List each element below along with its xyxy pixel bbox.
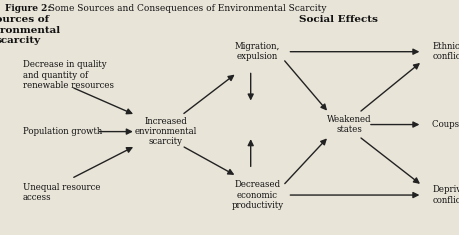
Text: Sources of
environmental
scarcity: Sources of environmental scarcity	[0, 15, 60, 45]
Text: Figure 2:: Figure 2:	[5, 4, 50, 12]
Text: Unequal resource
access: Unequal resource access	[23, 183, 100, 202]
Text: Coups d’etat: Coups d’etat	[431, 120, 459, 129]
Text: Increased
environmental
scarcity: Increased environmental scarcity	[134, 117, 196, 146]
Text: Social Effects: Social Effects	[298, 15, 377, 24]
Text: Deprivation
conflicts: Deprivation conflicts	[431, 185, 459, 205]
Text: Weakened
states: Weakened states	[326, 115, 371, 134]
Text: Population growth: Population growth	[23, 127, 102, 136]
Text: Decrease in quality
and quantity of
renewable resources: Decrease in quality and quantity of rene…	[23, 60, 114, 90]
Text: Migration,
expulsion: Migration, expulsion	[235, 42, 280, 61]
Text: Decreased
economic
productivity: Decreased economic productivity	[231, 180, 283, 210]
Text: Some Sources and Consequences of Environmental Scarcity: Some Sources and Consequences of Environ…	[43, 4, 325, 12]
Text: Ethnic
conflicts: Ethnic conflicts	[431, 42, 459, 61]
